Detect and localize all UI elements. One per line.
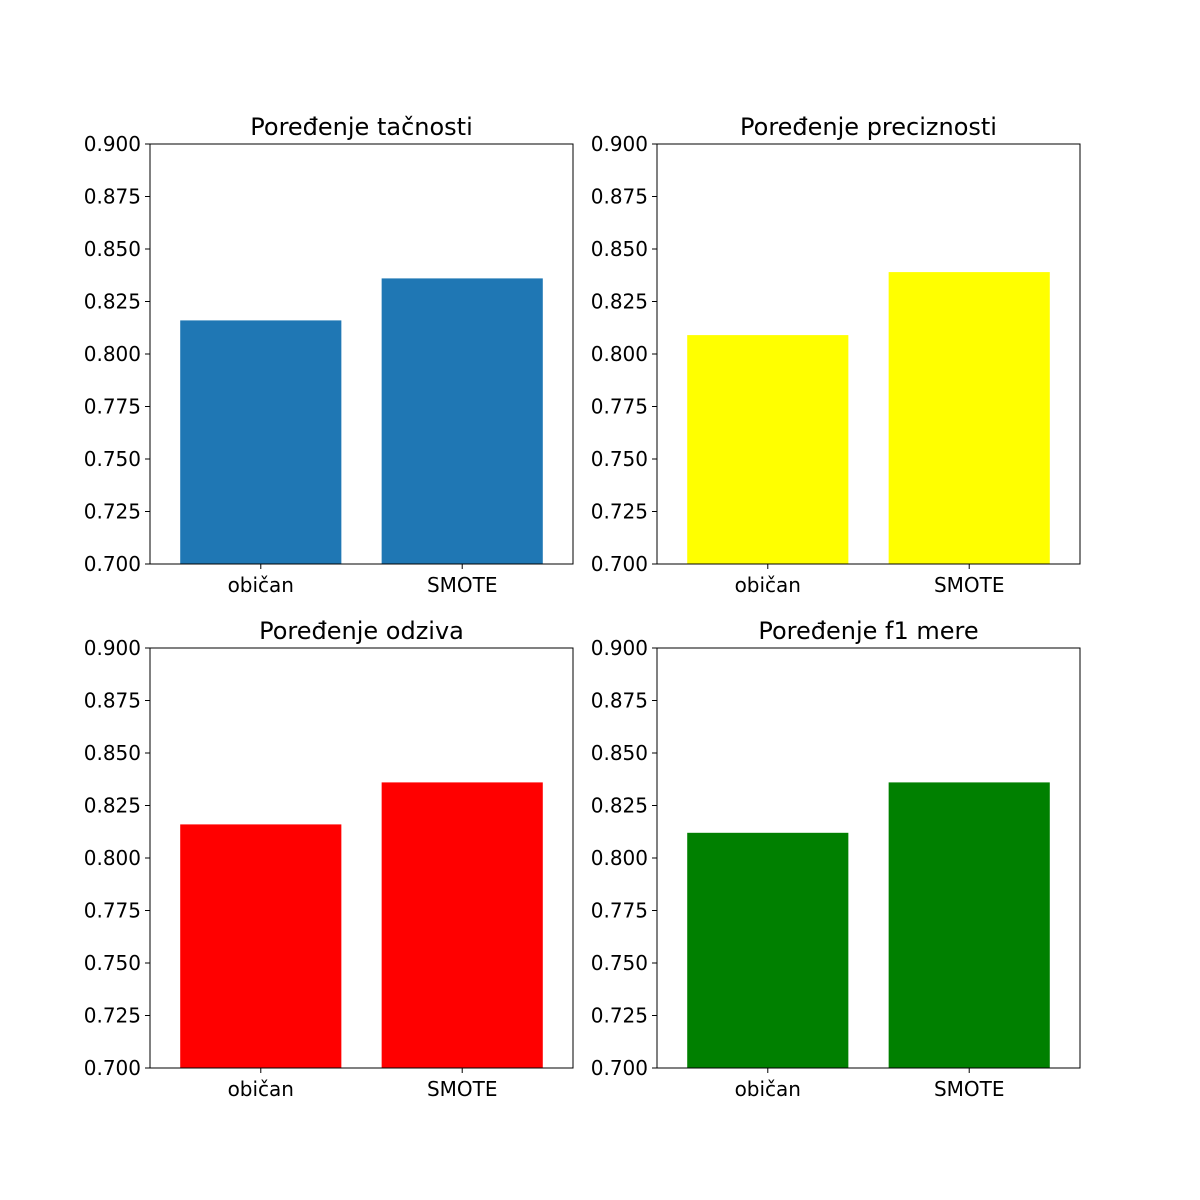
y-tick-label-recall-1: 0.725 — [84, 1004, 141, 1028]
y-tick-label-recall-3: 0.775 — [84, 899, 141, 923]
y-tick-label-recall-8: 0.900 — [84, 636, 141, 660]
y-tick-label-accuracy-4: 0.800 — [84, 342, 141, 366]
y-tick-label-recall-6: 0.850 — [84, 741, 141, 765]
bar-accuracy-1 — [381, 278, 543, 564]
panel-recall: običan SMOTE 0.700 0.725 0.750 0.775 0.800 0.82… — [84, 617, 574, 1101]
y-tick-label-f1-4: 0.800 — [591, 846, 648, 870]
bar-recall-0 — [180, 824, 342, 1068]
y-tick-label-accuracy-1: 0.725 — [84, 500, 141, 524]
axes-frame-accuracy — [149, 143, 574, 565]
y-tick-label-f1-5: 0.825 — [591, 794, 648, 818]
y-tick-label-accuracy-0: 0.700 — [84, 552, 141, 576]
y-tick-label-f1-2: 0.750 — [591, 951, 648, 975]
y-tick-label-accuracy-6: 0.850 — [84, 237, 141, 261]
panel-accuracy: običan SMOTE 0.700 0.725 0.750 0.775 0.800 0.82… — [84, 113, 574, 597]
y-tick-label-precision-0: 0.700 — [591, 552, 648, 576]
bar-precision-1 — [888, 272, 1050, 564]
y-tick-label-precision-3: 0.775 — [591, 395, 648, 419]
x-tick-label-accuracy-0: običan — [228, 573, 294, 597]
y-tick-label-accuracy-5: 0.825 — [84, 290, 141, 314]
y-tick-label-f1-7: 0.875 — [591, 689, 648, 713]
y-tick-label-accuracy-3: 0.775 — [84, 395, 141, 419]
y-tick-label-precision-7: 0.875 — [591, 185, 648, 209]
y-tick-label-recall-7: 0.875 — [84, 689, 141, 713]
y-tick-label-recall-0: 0.700 — [84, 1056, 141, 1080]
y-tick-label-accuracy-2: 0.750 — [84, 447, 141, 471]
x-tick-label-precision-0: običan — [735, 573, 801, 597]
y-tick-label-precision-8: 0.900 — [591, 132, 648, 156]
axes-frame-f1 — [656, 647, 1081, 1069]
chart-title-recall: Poređenje odziva — [259, 617, 464, 645]
x-tick-label-accuracy-1: SMOTE — [427, 573, 498, 597]
y-tick-label-recall-5: 0.825 — [84, 794, 141, 818]
panel-precision: običan SMOTE 0.700 0.725 0.750 0.775 0.800 0.82… — [591, 113, 1081, 597]
y-tick-label-precision-1: 0.725 — [591, 500, 648, 524]
y-tick-label-f1-6: 0.850 — [591, 741, 648, 765]
y-tick-label-recall-2: 0.750 — [84, 951, 141, 975]
chart-title-accuracy: Poređenje tačnosti — [250, 113, 472, 141]
y-tick-label-f1-3: 0.775 — [591, 899, 648, 923]
y-tick-label-recall-4: 0.800 — [84, 846, 141, 870]
x-tick-label-f1-1: SMOTE — [934, 1077, 1005, 1101]
y-tick-label-precision-6: 0.850 — [591, 237, 648, 261]
y-tick-label-f1-8: 0.900 — [591, 636, 648, 660]
bar-f1-0 — [687, 832, 849, 1068]
y-tick-label-precision-2: 0.750 — [591, 447, 648, 471]
x-tick-label-f1-0: običan — [735, 1077, 801, 1101]
axes-frame-recall — [149, 647, 574, 1069]
bar-precision-0 — [687, 335, 849, 564]
panel-f1: običan SMOTE 0.700 0.725 0.750 0.775 0.800 0.82… — [591, 617, 1081, 1101]
x-tick-label-recall-0: običan — [228, 1077, 294, 1101]
chart-title-precision: Poređenje preciznosti — [740, 113, 997, 141]
bar-accuracy-0 — [180, 320, 342, 564]
y-tick-label-precision-4: 0.800 — [591, 342, 648, 366]
x-tick-label-precision-1: SMOTE — [934, 573, 1005, 597]
y-tick-label-accuracy-8: 0.900 — [84, 132, 141, 156]
bar-f1-1 — [888, 782, 1050, 1068]
y-tick-label-f1-0: 0.700 — [591, 1056, 648, 1080]
y-tick-label-f1-1: 0.725 — [591, 1004, 648, 1028]
x-tick-label-recall-1: SMOTE — [427, 1077, 498, 1101]
y-tick-label-accuracy-7: 0.875 — [84, 185, 141, 209]
bar-recall-1 — [381, 782, 543, 1068]
y-tick-label-precision-5: 0.825 — [591, 290, 648, 314]
axes-frame-precision — [656, 143, 1081, 565]
chart-title-f1: Poređenje f1 mere — [758, 617, 978, 645]
